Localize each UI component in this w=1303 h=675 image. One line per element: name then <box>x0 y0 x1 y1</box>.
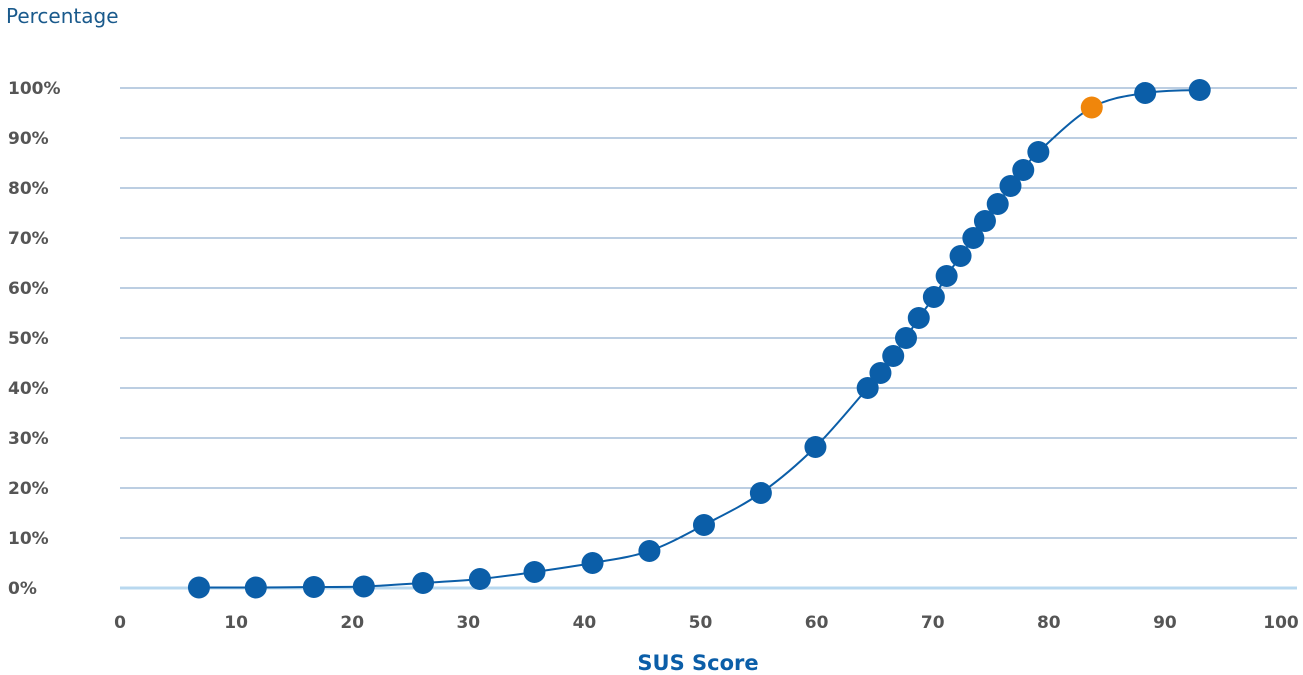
data-points <box>187 79 1211 599</box>
data-point <box>1134 82 1157 104</box>
data-point <box>352 575 375 598</box>
y-tick-labels: 0% 10% 20% 30% 40% 50% 60% 70% 80% 90% 100% <box>8 79 61 599</box>
x-tick-label: 90 <box>1153 613 1177 633</box>
data-point <box>869 362 892 384</box>
highlighted-data-point <box>1080 96 1103 119</box>
data-point <box>973 210 996 232</box>
y-tick-label: 70% <box>8 229 49 249</box>
data-point <box>1012 159 1035 181</box>
y-tick-label: 80% <box>8 179 49 199</box>
y-tick-label: 90% <box>8 129 49 149</box>
data-point <box>302 576 325 598</box>
y-tick-label: 40% <box>8 379 49 399</box>
data-point <box>581 552 604 574</box>
x-tick-label: 30 <box>456 613 480 633</box>
data-point <box>692 514 715 536</box>
data-point <box>468 568 491 590</box>
data-point <box>638 540 661 562</box>
data-point <box>986 193 1009 215</box>
data-point <box>187 576 210 599</box>
x-tick-labels: 0 10 20 30 40 50 60 70 80 90 100 <box>114 613 1299 633</box>
data-point <box>412 572 435 594</box>
y-tick-label: 100% <box>8 79 61 99</box>
data-point <box>935 265 958 287</box>
data-point <box>907 307 930 329</box>
data-point <box>749 482 772 504</box>
x-axis-title: SUS Score <box>637 651 758 675</box>
data-point <box>882 345 905 367</box>
data-point <box>1188 79 1211 101</box>
x-tick-label: 10 <box>224 613 248 633</box>
x-tick-label: 20 <box>340 613 364 633</box>
x-tick-label: 100 <box>1263 613 1299 633</box>
y-tick-label: 10% <box>8 529 49 549</box>
x-tick-label: 80 <box>1037 613 1061 633</box>
y-tick-label: 50% <box>8 329 49 349</box>
x-tick-label: 0 <box>114 613 126 633</box>
data-point <box>922 286 945 308</box>
y-tick-label: 20% <box>8 479 49 499</box>
x-tick-label: 60 <box>805 613 829 633</box>
x-tick-label: 50 <box>689 613 713 633</box>
y-tick-label: 0% <box>8 579 37 599</box>
x-tick-label: 70 <box>921 613 945 633</box>
y-tick-label: 30% <box>8 429 49 449</box>
y-axis-title: Percentage <box>6 4 119 28</box>
data-point <box>856 377 879 399</box>
data-point <box>999 175 1022 197</box>
data-point <box>949 245 972 267</box>
data-point <box>523 561 546 583</box>
data-point <box>894 327 917 349</box>
data-point <box>244 576 267 599</box>
x-tick-label: 40 <box>573 613 597 633</box>
data-point <box>1027 141 1050 163</box>
data-point <box>962 227 985 249</box>
y-tick-label: 60% <box>8 279 49 299</box>
data-point <box>804 436 827 458</box>
series-curve <box>198 89 1200 589</box>
gridlines <box>120 87 1297 590</box>
